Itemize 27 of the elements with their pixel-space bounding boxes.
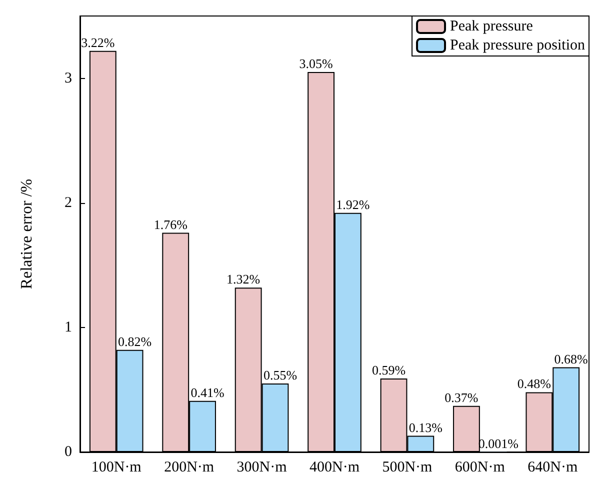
data-label: 0.68% <box>554 351 588 366</box>
legend-label: Peak pressure <box>450 18 534 34</box>
x-tick-label: 200N·m <box>164 460 214 476</box>
y-tick-label: 0 <box>64 444 72 460</box>
data-label: 1.76% <box>154 216 188 232</box>
legend-label: Peak pressure position <box>450 38 586 54</box>
data-label: 0.13% <box>408 420 443 435</box>
data-label: 0.41% <box>190 384 224 400</box>
data-label: 0.48% <box>517 376 552 392</box>
x-tick-label: 640N·m <box>528 460 578 476</box>
data-label: 1.92% <box>336 196 370 212</box>
y-tick-label: 3 <box>64 70 72 86</box>
y-tick-label: 2 <box>64 194 72 211</box>
x-tick-label: 400N·m <box>310 460 360 476</box>
data-label: 3.22% <box>81 34 115 50</box>
y-axis-title: Relative error /% <box>18 178 36 290</box>
data-label: 0.82% <box>118 334 152 349</box>
data-label: 0.37% <box>444 390 478 405</box>
x-tick-label: 100N·m <box>91 460 142 476</box>
x-tick-label: 300N·m <box>236 460 288 476</box>
x-tick-label: 600N·m <box>454 460 506 476</box>
data-label: 1.32% <box>226 272 260 287</box>
y-tick-label: 1 <box>64 319 72 336</box>
data-label: 3.05% <box>299 56 333 72</box>
x-tick-label: 500N·m <box>382 460 433 476</box>
data-label: 0.59% <box>372 362 406 378</box>
data-label: 0.55% <box>263 367 298 382</box>
